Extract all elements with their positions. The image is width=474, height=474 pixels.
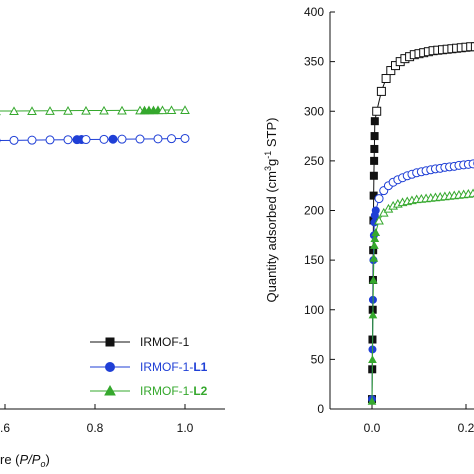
left-x-tick-label: 0.8 xyxy=(87,421,104,435)
right-y-tick-label: 200 xyxy=(304,204,324,218)
left-point-irmof-1-l1 xyxy=(117,134,127,144)
right-point-irmof-1 xyxy=(470,42,474,52)
right-point-irmof-1-l2 xyxy=(368,310,378,319)
left-point-irmof-1-l2 xyxy=(27,106,37,115)
left-point-irmof-1-l1 xyxy=(153,134,163,144)
left-x-ticks: .6 0.8 1.0 xyxy=(0,404,194,435)
right-y-tick-label: 150 xyxy=(304,253,324,267)
left-point-irmof-1-l1 xyxy=(135,134,145,144)
right-y-tick-label: 300 xyxy=(304,104,324,118)
right-point-irmof-1 xyxy=(369,171,378,180)
right-point-irmof-1-l2 xyxy=(369,253,379,262)
right-y-tick-label: 0 xyxy=(317,402,324,416)
right-point-irmof-1-l2 xyxy=(370,241,379,249)
right-panel: 0 50 100 150 200 250 300 350 400 0.0 0.2 Quantity… xyxy=(263,5,474,435)
right-y-tick-label: 400 xyxy=(304,5,324,19)
left-legend: IRMOF-1 IRMOF-1-L1 IRMOF-1-L2 xyxy=(90,335,208,398)
right-point-irmof-1 xyxy=(370,156,379,165)
legend-label-irmof-1-l2: IRMOF-1-L2 xyxy=(140,384,208,398)
right-y-axis-label: Quantity adsorbed (cm3g-1 STP) xyxy=(263,117,279,302)
legend-entry-irmof-1-l1: IRMOF-1-L1 xyxy=(90,360,208,374)
right-point-irmof-1-l2 xyxy=(371,228,381,236)
left-point-irmof-1-l2 xyxy=(9,106,19,116)
right-point-irmof-1-l2 xyxy=(374,215,384,225)
left-point-irmof-1-l2 xyxy=(166,105,177,115)
left-point-irmof-1-l1 xyxy=(27,135,37,145)
right-point-irmof-1-l2 xyxy=(370,234,380,242)
left-series xyxy=(0,105,190,145)
left-point-irmof-1-l2 xyxy=(45,106,55,115)
right-point-irmof-1 xyxy=(370,132,379,141)
left-point-irmof-1-l2 xyxy=(99,105,109,115)
left-point-irmof-1-l2 xyxy=(157,105,168,115)
right-y-ticks: 0 50 100 150 200 250 300 350 400 xyxy=(304,5,335,416)
left-point-irmof-1-l2 xyxy=(117,105,127,115)
right-point-irmof-1-l2 xyxy=(368,355,377,364)
right-y-tick-label: 350 xyxy=(304,55,324,69)
left-point-irmof-1-l1 xyxy=(108,134,118,144)
right-x-ticks: 0.0 0.2 xyxy=(364,404,474,435)
left-point-irmof-1-l1 xyxy=(63,135,73,145)
right-point-irmof-1 xyxy=(370,144,379,153)
legend-label-irmof-1: IRMOF-1 xyxy=(140,335,190,349)
left-point-irmof-1-l1 xyxy=(167,134,176,144)
legend-marker-irmof-1-l2 xyxy=(104,384,116,396)
right-point-irmof-1-l1 xyxy=(371,206,380,215)
right-point-irmof-1-l2 xyxy=(367,396,377,405)
right-point-irmof-1 xyxy=(381,73,391,83)
right-point-irmof-1-l1 xyxy=(374,194,384,204)
left-x-tick-label: 1.0 xyxy=(177,421,194,435)
legend-entry-irmof-1-l2: IRMOF-1-L2 xyxy=(90,384,208,398)
right-point-irmof-1 xyxy=(466,42,474,52)
left-x-axis-label: re (P/Po) xyxy=(0,452,50,469)
right-point-irmof-1 xyxy=(386,66,396,76)
right-y-tick-label: 250 xyxy=(304,154,324,168)
legend-marker-irmof-1-l1 xyxy=(105,362,115,372)
left-x-tick-label: .6 xyxy=(0,421,10,435)
right-y-tick-label: 50 xyxy=(311,352,325,366)
right-point-irmof-1 xyxy=(376,86,386,96)
left-point-irmof-1-l2 xyxy=(63,106,73,115)
right-point-irmof-1 xyxy=(372,106,382,116)
right-point-irmof-1 xyxy=(370,117,379,126)
right-y-tick-label: 100 xyxy=(304,303,324,317)
legend-marker-irmof-1 xyxy=(105,337,115,347)
right-point-irmof-1-l1 xyxy=(468,159,474,169)
right-point-irmof-1-l2 xyxy=(369,275,378,284)
left-point-irmof-1-l1 xyxy=(45,135,55,145)
right-x-tick-label: 0.2 xyxy=(458,421,474,435)
left-point-irmof-1-l1 xyxy=(180,133,190,143)
legend-label-irmof-1-l1: IRMOF-1-L1 xyxy=(140,360,208,374)
left-point-irmof-1-l1 xyxy=(99,134,109,144)
left-point-irmof-1-l2 xyxy=(81,105,91,115)
right-x-tick-label: 0.0 xyxy=(364,421,381,435)
legend-entry-irmof-1: IRMOF-1 xyxy=(90,335,190,349)
left-panel: .6 0.8 1.0 IRMOF-1 IRMOF-1-L1 IRMOF-1-L2 r… xyxy=(0,105,225,469)
left-point-irmof-1-l2 xyxy=(180,105,190,114)
right-series xyxy=(367,42,474,405)
left-point-irmof-1-l1 xyxy=(9,135,19,145)
left-point-irmof-1-l1 xyxy=(81,135,91,145)
